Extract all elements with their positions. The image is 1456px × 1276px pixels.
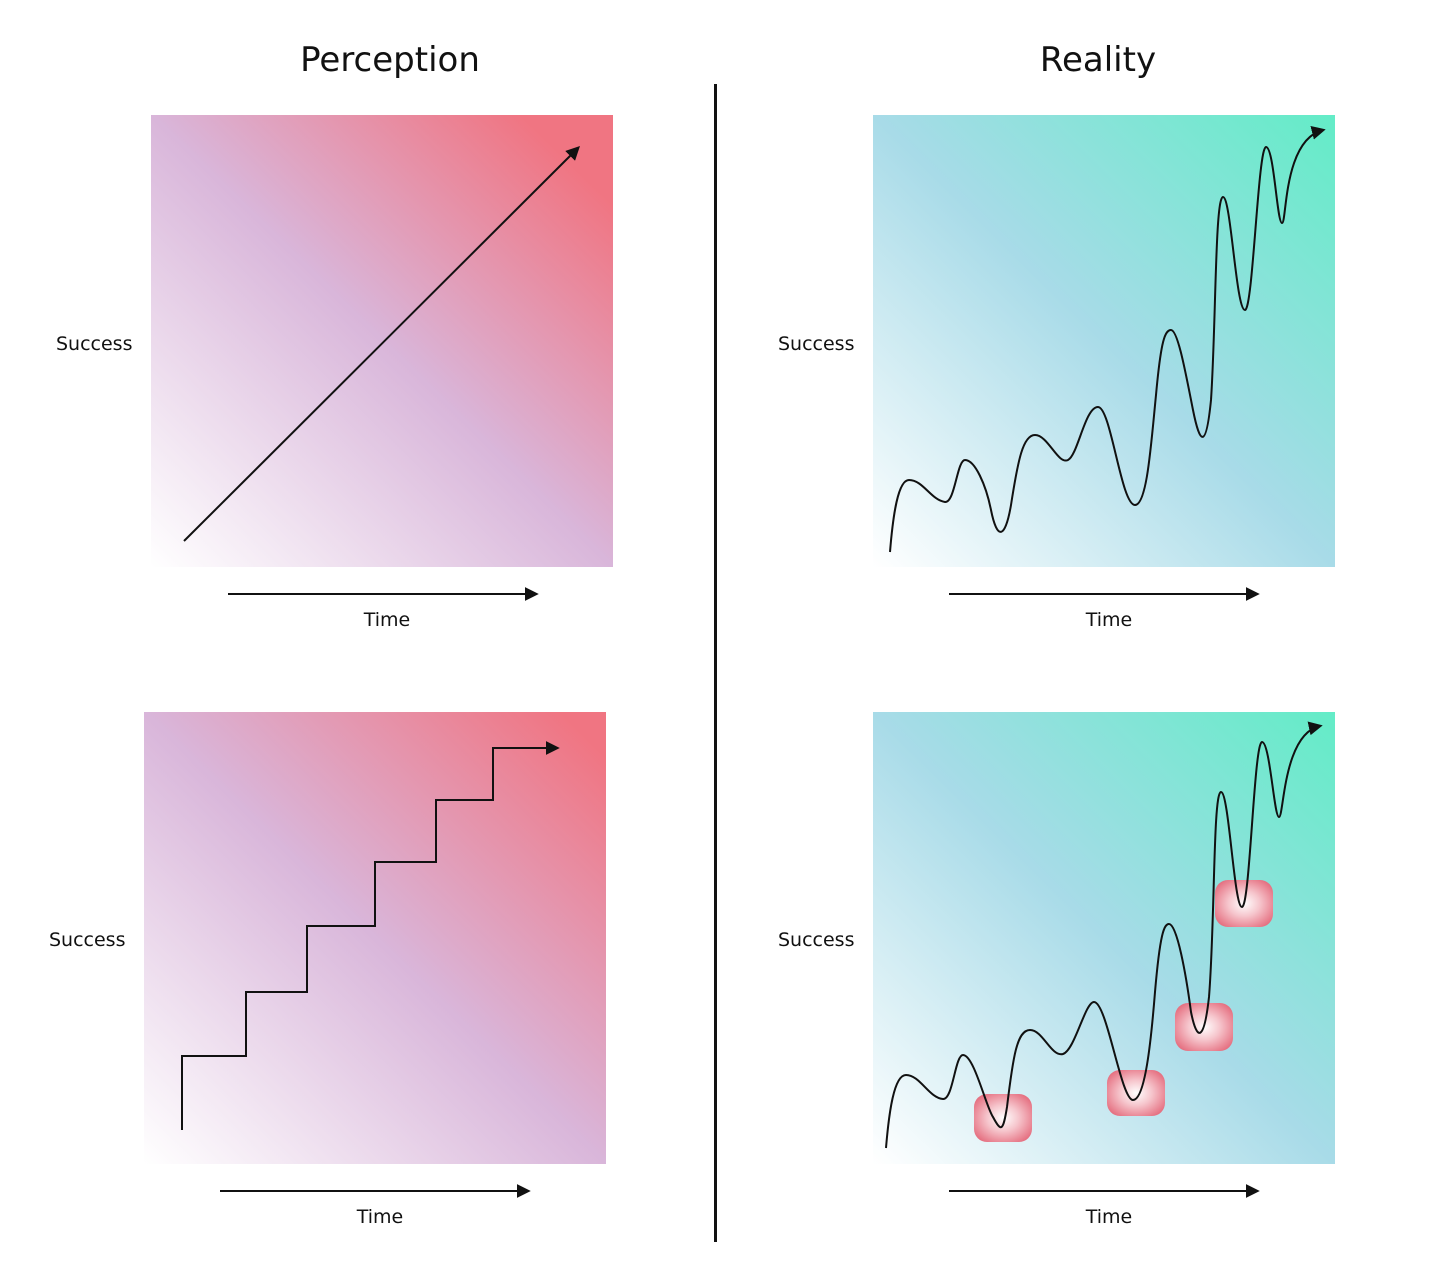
perception-linear-time-arrow bbox=[228, 587, 539, 601]
reality-wavy-time-arrow bbox=[949, 587, 1260, 601]
reality-setbacks-background bbox=[873, 712, 1335, 1164]
perception-steps-panel bbox=[144, 712, 606, 1164]
setback-highlight bbox=[974, 1094, 1032, 1142]
perception-steps-time-arrow bbox=[220, 1184, 531, 1198]
setbacks-success-curve bbox=[885, 721, 1323, 1149]
linear-growth-line bbox=[183, 146, 580, 542]
reality-wavy-panel bbox=[873, 115, 1335, 567]
reality-setbacks-ylabel: Success bbox=[778, 929, 855, 951]
staircase-line bbox=[181, 741, 560, 1130]
reality-setbacks-xlabel: Time bbox=[1085, 1206, 1133, 1228]
center-divider bbox=[714, 84, 717, 1242]
reality-wavy-background bbox=[873, 115, 1335, 567]
setback-highlight bbox=[1107, 1070, 1165, 1116]
reality-setbacks-panel bbox=[873, 712, 1335, 1164]
perception-steps-ylabel: Success bbox=[49, 929, 126, 951]
perception-steps-xlabel: Time bbox=[356, 1206, 404, 1228]
perception-linear-xlabel: Time bbox=[363, 609, 411, 631]
perception-linear-panel bbox=[151, 115, 613, 567]
reality-heading: Reality bbox=[1039, 40, 1157, 80]
reality-setbacks-time-arrow bbox=[949, 1184, 1260, 1198]
reality-wavy-ylabel: Success bbox=[778, 333, 855, 355]
perception-heading: Perception bbox=[300, 40, 480, 80]
reality-wavy-xlabel: Time bbox=[1085, 609, 1133, 631]
perception-steps-background bbox=[144, 712, 606, 1164]
wavy-success-curve bbox=[889, 125, 1326, 553]
perception-linear-ylabel: Success bbox=[56, 333, 133, 355]
